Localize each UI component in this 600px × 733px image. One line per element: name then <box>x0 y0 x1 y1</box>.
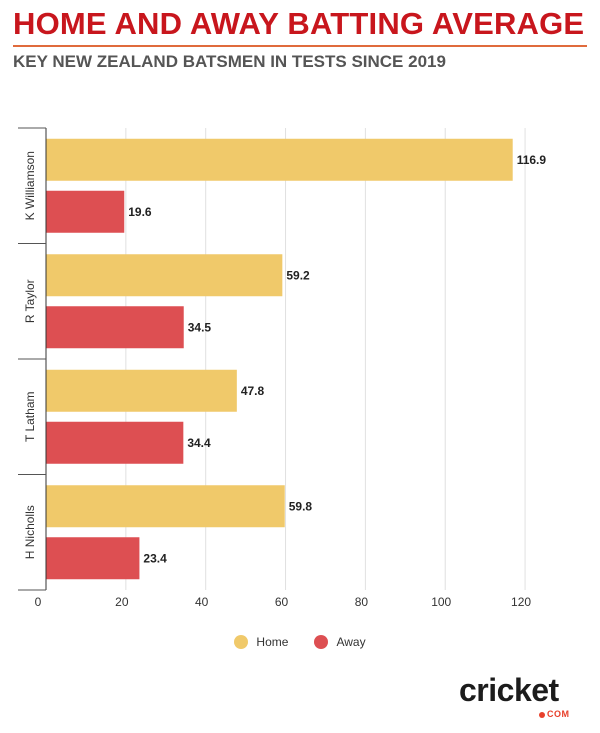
chart-title: HOME AND AWAY BATTING AVERAGE <box>13 6 585 41</box>
legend-label-away: Away <box>336 635 366 649</box>
labels: 0 20 40 60 80 100 120 116.9 19.6 K Williamson 59.2… <box>23 151 546 609</box>
data-label: 47.8 <box>241 384 265 398</box>
category-label: H Nicholls <box>23 505 37 559</box>
data-label: 34.4 <box>187 436 211 450</box>
legend: Home Away <box>0 632 600 652</box>
bar-home <box>46 138 513 181</box>
data-label: 116.9 <box>517 153 547 167</box>
legend-swatch-home <box>234 635 249 649</box>
data-label: 59.2 <box>286 268 310 282</box>
title-underline <box>13 45 587 47</box>
x-tick-label: 100 <box>431 595 451 609</box>
logo-wordmark: cricket <box>459 672 559 708</box>
chart-subtitle: KEY NEW ZEALAND BATSMEN IN TESTS SINCE 2… <box>13 52 446 71</box>
bar-away <box>46 306 184 349</box>
data-label: 19.6 <box>128 205 152 219</box>
bar-home <box>46 254 283 297</box>
bar-away <box>46 190 125 233</box>
bar-home <box>46 485 285 528</box>
x-tick-label: 60 <box>275 595 289 609</box>
axes <box>18 127 47 591</box>
x-tick-label: 40 <box>195 595 209 609</box>
category-label: K Williamson <box>23 151 37 220</box>
bar-away <box>46 421 184 464</box>
x-tick-label: 80 <box>355 595 369 609</box>
x-tick-label: 120 <box>511 595 531 609</box>
x-tick-label: 0 <box>35 595 42 609</box>
legend-item-away[interactable]: Away <box>314 635 366 649</box>
legend-swatch-away <box>314 635 329 649</box>
bar-away <box>46 537 140 580</box>
bar-chart: 0 20 40 60 80 100 120 116.9 19.6 K Williamson 59.2… <box>18 127 546 609</box>
grid-lines <box>125 128 526 590</box>
x-tick-label: 20 <box>115 595 129 609</box>
data-label: 23.4 <box>143 551 167 565</box>
logo-dot-icon <box>539 712 545 718</box>
data-label: 34.5 <box>188 320 212 334</box>
legend-label-home: Home <box>256 635 289 649</box>
logo-suffix: COM <box>547 709 570 719</box>
bars <box>46 138 513 580</box>
cricket-com-logo: cricket COM <box>459 672 584 722</box>
bar-home <box>46 369 237 412</box>
data-label: 59.8 <box>289 499 313 513</box>
category-label: T Latham <box>23 392 37 442</box>
category-label: R Taylor <box>23 279 37 323</box>
legend-item-home[interactable]: Home <box>234 635 288 649</box>
